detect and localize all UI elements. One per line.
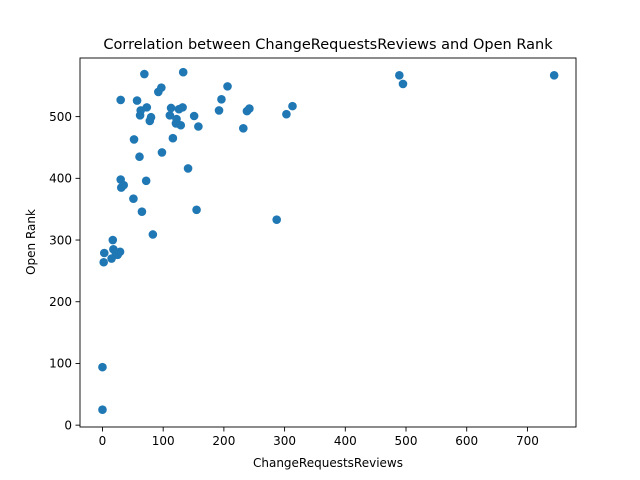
scatter-point: [239, 124, 248, 133]
scatter-point: [395, 70, 404, 80]
scatter-point: [146, 112, 156, 122]
scatter-point: [129, 135, 139, 144]
y-tick-label: 0: [64, 418, 72, 432]
scatter-point: [172, 114, 181, 124]
x-tick-label: 300: [273, 434, 296, 448]
x-tick-label: 600: [455, 434, 478, 448]
scatter-point: [168, 133, 178, 143]
x-tick-label: 200: [212, 434, 235, 448]
scatter-point: [99, 257, 108, 267]
x-tick-label: 700: [516, 434, 539, 448]
scatter-point: [108, 235, 118, 245]
scatter-point: [157, 148, 167, 157]
scatter-point: [137, 207, 147, 216]
scatter-point: [192, 205, 201, 215]
scatter-point: [217, 95, 226, 104]
scatter-point: [178, 103, 187, 112]
x-tick-label: 500: [395, 434, 418, 448]
scatter-point: [148, 230, 158, 239]
scatter-point: [157, 83, 166, 92]
scatter-point: [282, 109, 291, 119]
scatter-point: [549, 70, 559, 80]
scatter-point: [119, 180, 129, 190]
scatter-point: [183, 164, 193, 173]
plot-frame: [79, 57, 577, 428]
scatter-point: [178, 67, 188, 77]
scatter-point: [176, 120, 186, 130]
scatter-point: [214, 106, 224, 115]
scatter-point: [98, 405, 107, 415]
scatter-point: [115, 247, 125, 257]
x-tick-label: 100: [152, 434, 175, 448]
scatter-point: [135, 152, 144, 162]
scatter-point: [398, 79, 408, 89]
y-tick-label: 100: [49, 357, 72, 371]
chart-title: Correlation between ChangeRequestsReview…: [103, 37, 553, 53]
scatter-point: [223, 82, 232, 91]
scatter-point: [142, 103, 152, 112]
scatter-point: [272, 215, 282, 224]
scatter-point: [132, 96, 142, 105]
scatter-point: [288, 101, 297, 111]
scatter-point: [194, 122, 203, 131]
scatter-point: [116, 95, 125, 105]
y-axis-label: Open Rank: [24, 209, 38, 275]
scatter-point: [140, 69, 149, 79]
y-tick-label: 200: [49, 295, 72, 309]
scatter-point: [166, 103, 176, 113]
scatter-point: [245, 104, 254, 113]
y-tick-label: 500: [49, 110, 72, 124]
scatter-point: [141, 176, 151, 186]
y-tick-label: 300: [49, 233, 72, 247]
y-tick-label: 400: [49, 172, 72, 186]
scatter-point: [129, 194, 138, 203]
points-layer: [98, 67, 559, 415]
scatter-point: [189, 111, 199, 121]
x-axis-label: ChangeRequestsReviews: [253, 456, 403, 470]
scatter-point: [165, 111, 175, 120]
scatter-point: [99, 248, 109, 258]
x-tick-label: 0: [99, 434, 107, 448]
scatter-point: [98, 362, 107, 372]
axes-layer: 0 100 200 300 400 500 600 700 0 100 200 300 400 500: [49, 57, 577, 448]
x-tick-label: 400: [334, 434, 357, 448]
